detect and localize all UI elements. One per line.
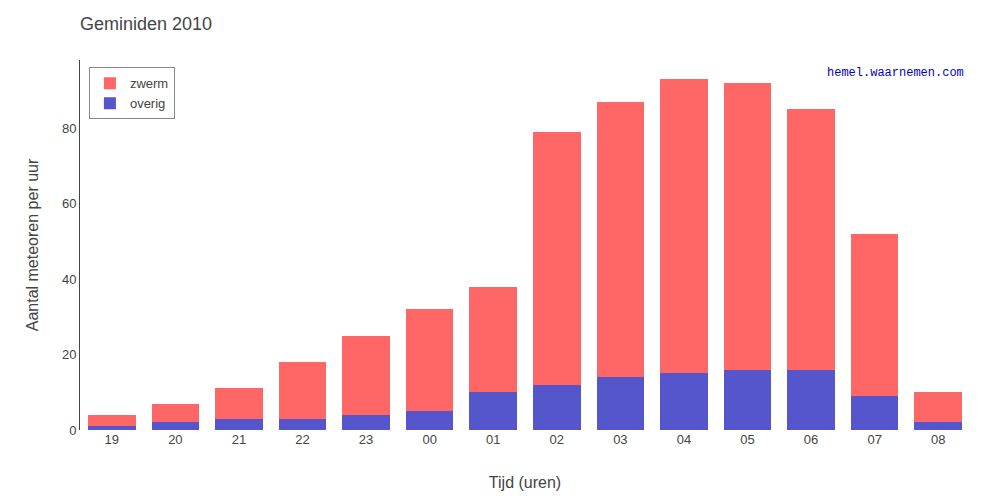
svg-text:23: 23 xyxy=(359,432,373,447)
svg-text:60: 60 xyxy=(62,196,76,211)
svg-text:hemel.waarnemen.com: hemel.waarnemen.com xyxy=(827,66,964,80)
svg-text:Aantal meteoren per uur: Aantal meteoren per uur xyxy=(24,158,41,331)
svg-text:08: 08 xyxy=(931,432,945,447)
svg-text:40: 40 xyxy=(62,272,76,287)
svg-text:01: 01 xyxy=(486,432,500,447)
svg-text:0: 0 xyxy=(69,423,76,438)
svg-text:04: 04 xyxy=(677,432,691,447)
svg-text:02: 02 xyxy=(550,432,564,447)
svg-text:zwerm: zwerm xyxy=(130,76,168,91)
svg-text:20: 20 xyxy=(62,347,76,362)
svg-text:07: 07 xyxy=(867,432,881,447)
svg-text:overig: overig xyxy=(130,96,165,111)
svg-text:20: 20 xyxy=(168,432,182,447)
svg-text:05: 05 xyxy=(740,432,754,447)
svg-text:21: 21 xyxy=(232,432,246,447)
svg-text:06: 06 xyxy=(804,432,818,447)
svg-text:03: 03 xyxy=(613,432,627,447)
svg-text:Geminiden 2010: Geminiden 2010 xyxy=(80,14,212,34)
svg-text:22: 22 xyxy=(295,432,309,447)
svg-text:00: 00 xyxy=(422,432,436,447)
svg-text:19: 19 xyxy=(105,432,119,447)
svg-text:80: 80 xyxy=(62,121,76,136)
svg-text:Tijd (uren): Tijd (uren) xyxy=(489,474,561,491)
